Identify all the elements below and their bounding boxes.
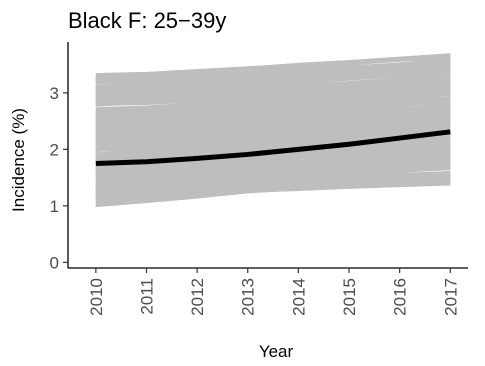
x-tick-label: 2012 xyxy=(188,278,207,316)
x-axis-title: Year xyxy=(259,342,294,361)
y-tick-label: 0 xyxy=(50,253,59,272)
y-tick-label: 2 xyxy=(50,140,59,159)
y-tick-label: 3 xyxy=(50,84,59,103)
x-tick-label: 2015 xyxy=(340,278,359,316)
x-tick-label: 2011 xyxy=(137,278,156,315)
y-axis: 0 1 2 3 xyxy=(50,42,69,272)
x-tick-label: 2014 xyxy=(289,278,308,316)
x-tick-label: 2010 xyxy=(87,278,106,316)
x-tick-label: 2017 xyxy=(441,278,460,316)
mean-line-group xyxy=(95,129,451,166)
simulation-lines xyxy=(95,53,451,207)
x-axis: 2010 2011 2012 2013 2014 2015 2016 2017 xyxy=(68,267,468,316)
mean-line xyxy=(95,129,451,166)
x-tick-label: 2013 xyxy=(239,278,258,316)
chart-title: Black F: 25−39y xyxy=(68,8,226,33)
simulation-line xyxy=(95,53,451,78)
y-tick-label: 1 xyxy=(50,197,59,216)
x-tick-label: 2016 xyxy=(391,278,410,316)
y-axis-title: Incidence (%) xyxy=(9,108,28,212)
